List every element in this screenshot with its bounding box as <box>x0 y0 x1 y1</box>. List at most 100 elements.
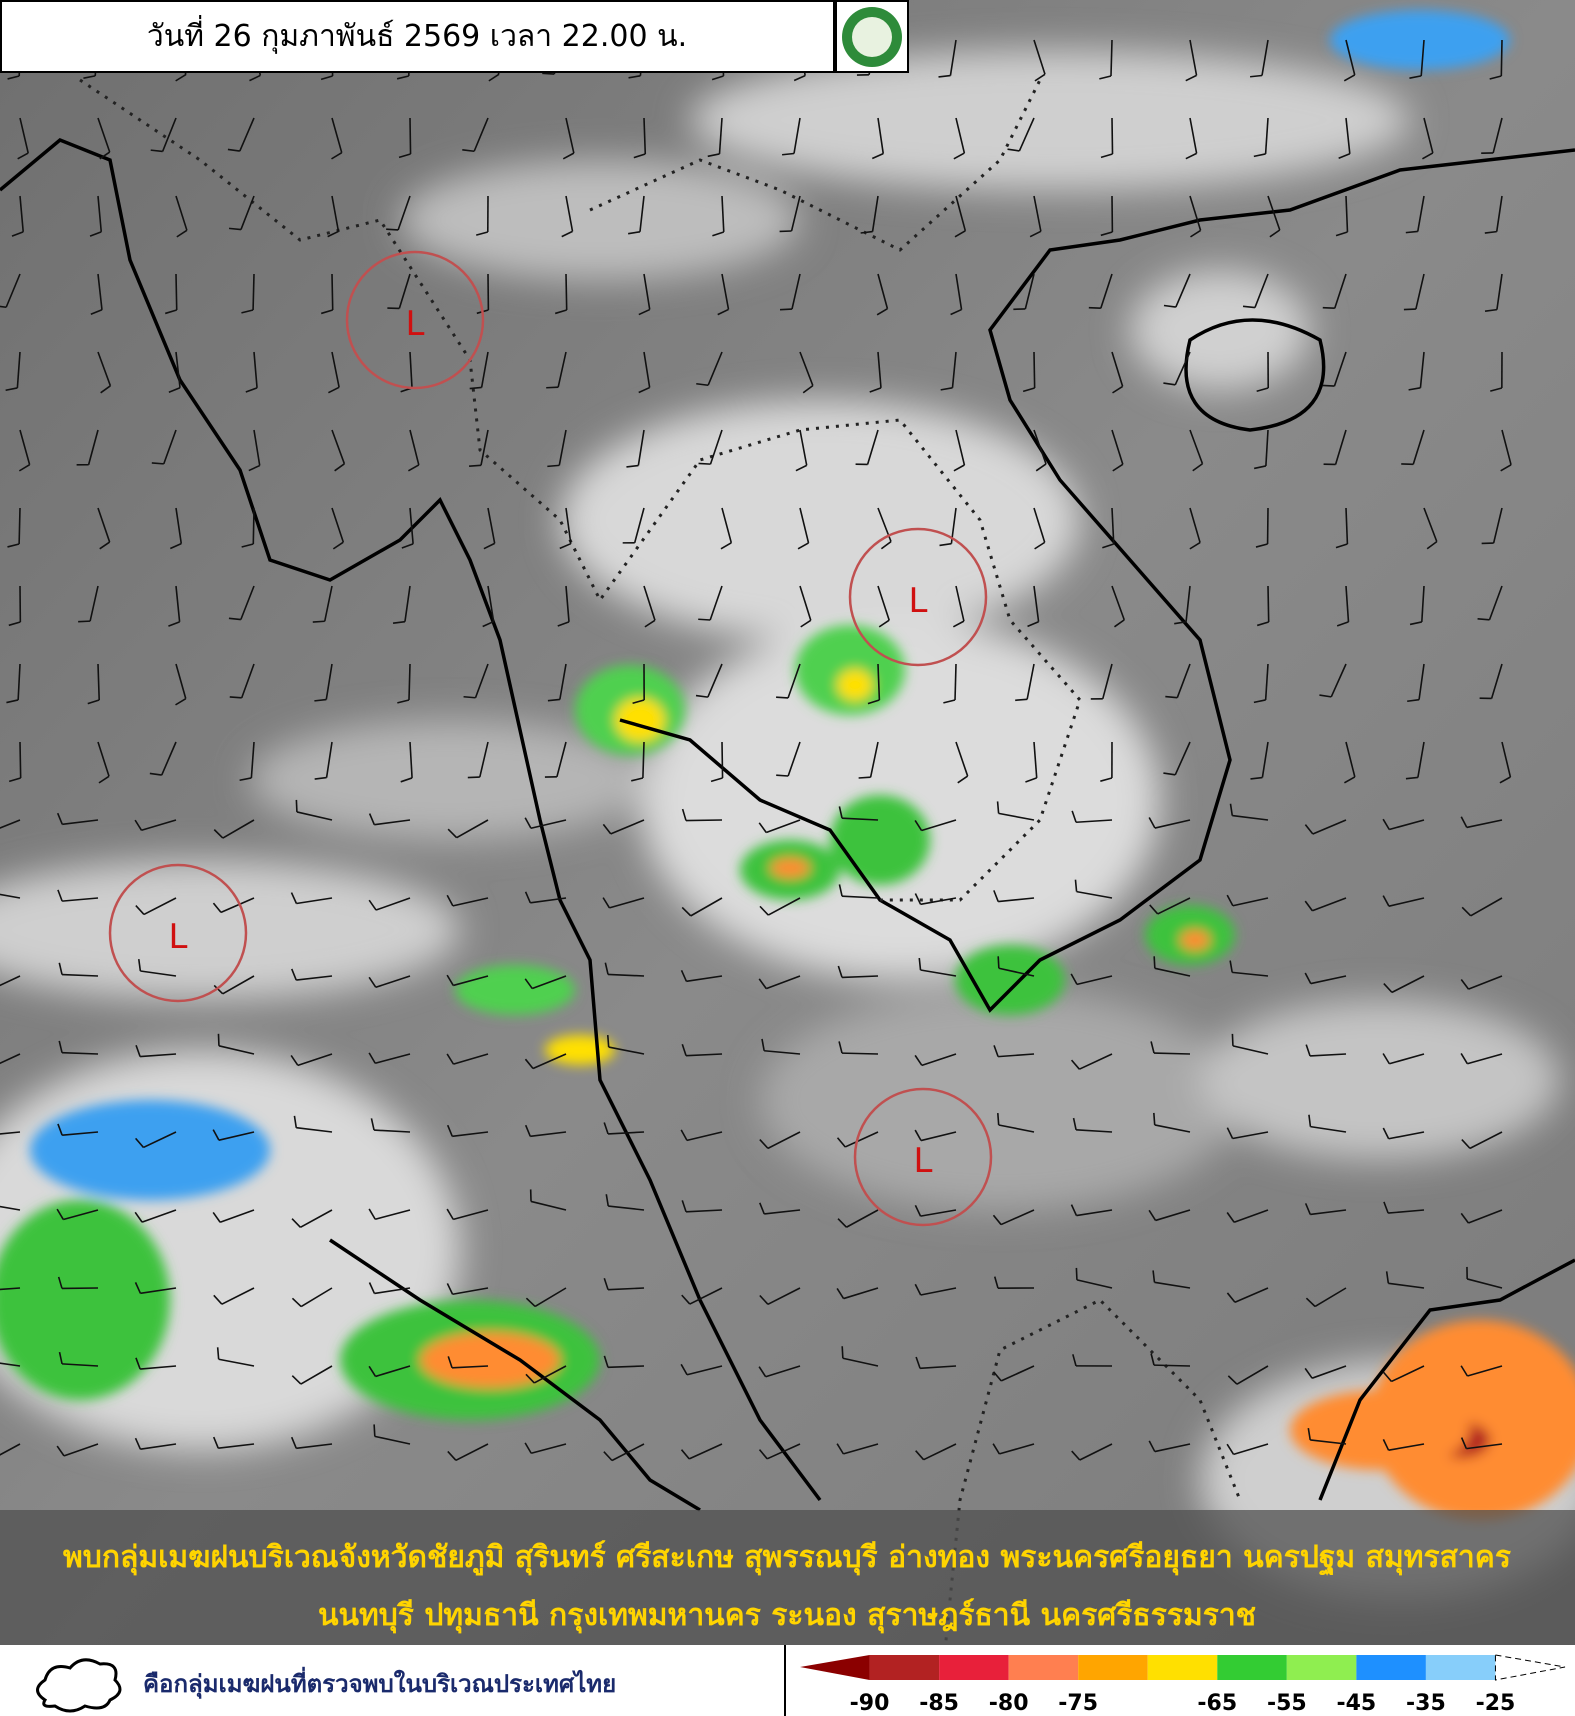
wind-barb-flag <box>239 777 252 782</box>
wind-barb <box>531 975 567 990</box>
wind-barb <box>1391 975 1425 994</box>
wind-barb-flag <box>602 897 611 909</box>
wind-barb <box>1490 663 1503 699</box>
wind-barb <box>375 975 411 989</box>
wind-barb <box>866 429 879 465</box>
wind-barb <box>1334 273 1347 309</box>
wind-barb <box>63 1443 99 1457</box>
wind-barb <box>1389 1053 1425 1065</box>
wind-barb <box>998 1124 1035 1133</box>
wind-barb-flag <box>1100 153 1113 159</box>
wind-barb-flag <box>1034 73 1046 82</box>
wind-barb <box>404 585 411 622</box>
wind-barb-flag <box>707 153 720 158</box>
wind-barb-flag <box>212 1211 221 1223</box>
wind-barb <box>1501 429 1512 466</box>
wind-barb <box>0 1053 21 1065</box>
wind-barb-flag <box>1114 619 1125 628</box>
wind-barb <box>1174 351 1191 386</box>
wind-barb <box>1154 1443 1191 1453</box>
wind-barb-flag <box>680 970 688 982</box>
wind-barb <box>1189 39 1198 76</box>
wind-barb <box>1467 1053 1503 1065</box>
scale-segment <box>1286 1655 1357 1680</box>
wind-barb-flag <box>1185 152 1197 160</box>
wind-barb-flag <box>7 75 20 80</box>
wind-barb-flag <box>446 1124 453 1137</box>
wind-barb <box>479 741 489 778</box>
wind-barb <box>765 819 801 834</box>
wind-barb-flag <box>446 1208 454 1220</box>
wind-barb-flag <box>997 956 1000 969</box>
wind-barb <box>1076 975 1113 986</box>
wind-barb <box>921 1053 957 1067</box>
wind-barb-flag <box>547 464 560 468</box>
wind-barb <box>1154 1281 1191 1289</box>
wind-barb-flag <box>603 1122 609 1135</box>
wind-barb <box>1189 195 1202 231</box>
wind-barb-flag <box>1153 956 1156 969</box>
wind-barb-flag <box>1148 817 1156 829</box>
wind-barb-flag <box>871 152 884 160</box>
wind-barb-flag <box>761 1038 765 1051</box>
wind-barb <box>1345 117 1351 154</box>
wind-barb <box>767 1131 801 1150</box>
wind-barb-flag <box>1460 979 1470 990</box>
wind-barb <box>559 663 567 700</box>
wind-barb-flag <box>1027 620 1039 628</box>
wind-barb <box>398 273 411 309</box>
wind-barb-flag <box>1075 1267 1078 1280</box>
wind-barb <box>608 1131 645 1135</box>
wind-barb-flag <box>1242 305 1256 309</box>
wind-barb <box>530 897 567 904</box>
wind-barb <box>1033 351 1036 389</box>
wind-barb-flag <box>1338 153 1351 159</box>
wind-barb-flag <box>996 801 1000 814</box>
wind-barb <box>1232 1045 1269 1055</box>
wind-barb-flag <box>1253 465 1267 470</box>
wind-barb-flag <box>638 386 650 394</box>
wind-barb <box>222 819 255 839</box>
wind-barb-flag <box>1304 900 1313 912</box>
wind-barb <box>1079 1053 1113 1070</box>
scale-label: -55 <box>1267 1691 1307 1716</box>
wind-barb-flag <box>386 228 399 231</box>
wind-barb <box>877 585 890 621</box>
wind-barb-flag <box>631 777 644 782</box>
wind-barb <box>452 1365 489 1369</box>
wind-barb <box>688 1443 723 1460</box>
wind-barb <box>331 117 343 153</box>
wind-barb <box>686 1053 723 1057</box>
wind-barb-flag <box>1460 1437 1468 1449</box>
wind-barb-flag <box>628 75 641 79</box>
wind-barb <box>218 1131 255 1141</box>
wind-barb-flag <box>758 1366 767 1378</box>
color-scale: -90 -85 -80 -75 -65 -55 -45 -35 -25 <box>800 1654 1566 1716</box>
wind-barb-flag <box>997 1112 1000 1126</box>
wind-barb-flag <box>1148 1440 1156 1452</box>
wind-barb <box>300 1209 333 1228</box>
wind-barb-flag <box>1385 1271 1390 1284</box>
wind-barb <box>1312 897 1347 912</box>
wind-barb <box>1415 273 1425 310</box>
scale-segment <box>1078 1655 1148 1680</box>
wind-barb <box>1310 975 1347 985</box>
wind-barb-flag <box>680 1449 690 1460</box>
wind-barb <box>1033 741 1038 778</box>
wind-barb-flag <box>476 231 489 236</box>
wind-barb-flag <box>1461 1139 1471 1149</box>
wind-barb-flag <box>137 959 142 972</box>
wind-barb <box>841 1052 879 1055</box>
wind-barb <box>141 1209 177 1223</box>
wind-barb-flag <box>1072 1354 1077 1367</box>
wind-barb <box>1310 1125 1347 1133</box>
title-box <box>0 0 835 73</box>
wind-barb-flag <box>1403 308 1416 311</box>
wind-barb <box>240 195 255 230</box>
wind-barb-flag <box>463 695 476 699</box>
wind-barb-flag <box>606 1035 610 1048</box>
wind-barb-flag <box>542 72 555 75</box>
scale-label: -85 <box>919 1691 959 1716</box>
wind-barb-flag <box>248 464 261 472</box>
